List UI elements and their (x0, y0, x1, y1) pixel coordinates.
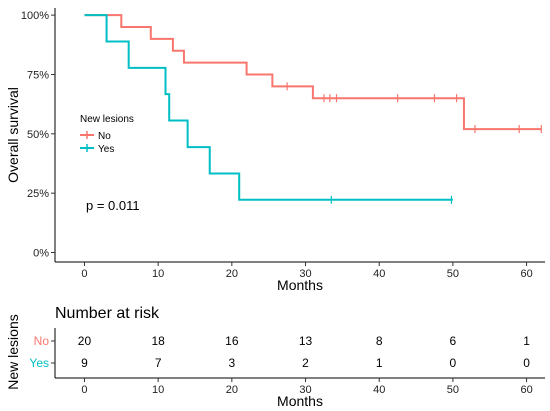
risk-cells: No 20 18 16 13 8 6 1 Yes 9 7 3 2 1 0 0 (29, 334, 530, 370)
y-tick-label: 0% (33, 248, 49, 260)
legend-title: New lesions (80, 114, 134, 125)
risk-cell: 3 (228, 356, 235, 370)
risk-x-tick-label: 0 (81, 384, 87, 396)
risk-cell: 9 (81, 356, 88, 370)
x-tick-label: 30 (299, 268, 311, 280)
risk-cell: 1 (376, 356, 383, 370)
risk-cell: 6 (450, 334, 457, 348)
risk-row-label-no: No (34, 334, 50, 348)
km-axes: 0% 25% 50% 75% 100% 0 10 20 30 40 50 60 (21, 8, 545, 280)
x-tick-label: 20 (226, 268, 238, 280)
x-tick-label: 60 (520, 268, 532, 280)
x-tick-label: 0 (81, 268, 87, 280)
risk-axes: 0 10 20 30 40 50 60 (51, 328, 545, 396)
y-axis-title: Overall survival (5, 87, 21, 183)
km-curve-yes (84, 14, 453, 201)
km-series (84, 14, 542, 201)
x-tick-label: 50 (447, 268, 459, 280)
risk-x-tick-label: 30 (299, 384, 311, 396)
y-tick-label: 100% (21, 10, 49, 22)
risk-x-tick-label: 40 (373, 384, 385, 396)
risk-cell: 20 (78, 334, 92, 348)
risk-cell: 18 (151, 334, 165, 348)
risk-cell: 7 (155, 356, 162, 370)
x-tick-label: 10 (152, 268, 164, 280)
risk-cell: 0 (523, 356, 530, 370)
risk-cell: 2 (302, 356, 309, 370)
risk-x-axis-title: Months (277, 393, 323, 409)
km-censor-marks (286, 82, 542, 204)
risk-y-axis-title: New lesions (5, 314, 21, 389)
risk-cell: 0 (450, 356, 457, 370)
risk-cell: 16 (225, 334, 239, 348)
risk-x-tick-label: 60 (520, 384, 532, 396)
risk-cell: 13 (299, 334, 313, 348)
x-tick-label: 40 (373, 268, 385, 280)
legend: New lesions No Yes (80, 114, 134, 155)
risk-cell: 1 (523, 334, 530, 348)
risk-table: Number at risk 0 10 20 30 40 50 60 No 20 18 16 13 8… (5, 305, 545, 409)
y-tick-label: 25% (27, 188, 49, 200)
risk-row-label-yes: Yes (29, 356, 49, 370)
km-curve-no (84, 14, 542, 131)
y-tick-label: 50% (27, 129, 49, 141)
legend-label-yes: Yes (98, 144, 114, 155)
risk-x-tick-label: 50 (447, 384, 459, 396)
risk-x-tick-label: 10 (152, 384, 164, 396)
risk-table-title: Number at risk (55, 305, 160, 322)
p-value-annotation: p = 0.011 (86, 198, 140, 213)
risk-x-tick-label: 20 (226, 384, 238, 396)
risk-cell: 8 (376, 334, 383, 348)
y-tick-label: 75% (27, 69, 49, 81)
km-plot: 0% 25% 50% 75% 100% 0 10 20 30 40 50 60 Overall sur… (5, 8, 545, 293)
x-axis-title: Months (277, 277, 323, 293)
legend-label-no: No (98, 131, 111, 142)
